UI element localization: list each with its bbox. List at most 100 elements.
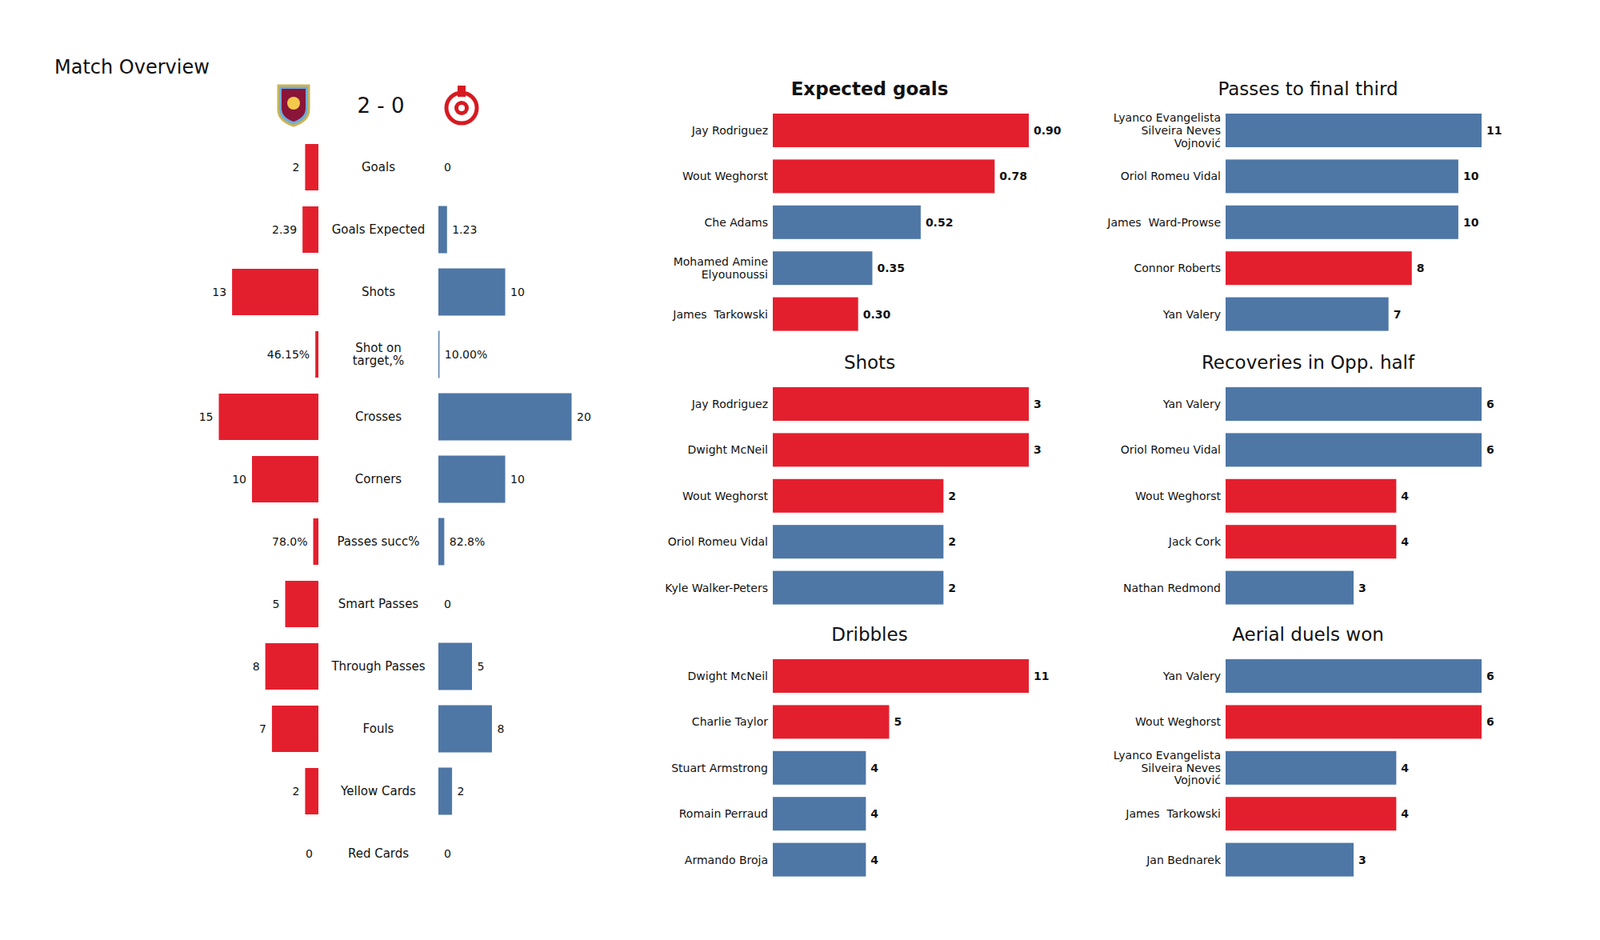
home-bar (232, 268, 319, 316)
category-label-line: Lyanco Evangelista (1113, 748, 1221, 762)
category-label-line: Smart Passes (338, 596, 420, 612)
category-label-line: Mohamed Amine (673, 255, 768, 268)
category-label: Armando Broja (684, 853, 768, 867)
category-label: Lyanco EvangelistaSilveira NevesVojnović (1113, 111, 1221, 149)
category-label-line: Armando Broja (684, 853, 768, 867)
category-label: Lyanco EvangelistaSilveira NevesVojnović (1113, 748, 1221, 787)
bar (1225, 432, 1482, 467)
value-label: 4 (870, 761, 879, 775)
home-value-label: 46.15% (267, 348, 310, 361)
category-label: Jack Cork (1168, 535, 1222, 548)
away-bar (438, 768, 452, 815)
bar (1225, 524, 1396, 559)
away-value-label: 0 (444, 597, 452, 611)
home-bar (315, 331, 319, 378)
bar (772, 205, 921, 240)
away-value-label: 2 (457, 784, 465, 798)
category-label-line: Jack Cork (1168, 535, 1222, 548)
category-label-line: Elyounoussi (701, 268, 768, 281)
labels: Yan Valery6Oriol Romeu Vidal6Wout Weghor… (1120, 397, 1495, 595)
category-label-line: Vojnović (1174, 136, 1221, 150)
category-label: Che Adams (704, 216, 768, 229)
home-value-label: 15 (199, 410, 214, 424)
away-bar (438, 580, 440, 628)
category-label: Fouls (363, 721, 395, 736)
category-label-line: Vojnović (1174, 773, 1221, 787)
labels: Lyanco EvangelistaSilveira NevesVojnović… (1106, 111, 1502, 320)
value-label: 7 (1393, 308, 1402, 321)
category-label-line: Kyle Walker-Peters (664, 581, 768, 595)
bar (1225, 571, 1354, 605)
category-label-line: Oriol Romeu Vidal (1120, 169, 1221, 183)
value-label: 4 (1400, 807, 1409, 820)
bars (1225, 387, 1482, 605)
category-label-line: Corners (355, 472, 402, 487)
category-label-line: Che Adams (704, 216, 768, 229)
category-label-line: Wout Weghorst (682, 169, 768, 183)
value-label: 0.35 (876, 261, 905, 275)
away-bar (438, 144, 440, 191)
home-value-label: 2 (292, 784, 300, 798)
bars (772, 113, 1029, 332)
value-label: 3 (1358, 581, 1367, 595)
panel-title: Dribbles (831, 624, 908, 645)
away-bar (438, 393, 572, 440)
home-value-label: 2.39 (272, 223, 297, 236)
labels: Jay Rodriguez0.90Wout Weghorst0.78Che Ad… (672, 124, 1061, 321)
away-value-label: 10.00% (444, 348, 488, 361)
labels: Dwight McNeil11Charlie Taylor5Stuart Arm… (671, 669, 1049, 867)
category-label-line: Wout Weghorst (1135, 489, 1221, 503)
category-label: Red Cards (348, 846, 409, 861)
value-label: 2 (948, 535, 956, 548)
category-label: Charlie Taylor (692, 715, 768, 728)
category-label-line: Fouls (363, 721, 395, 736)
home-bars (219, 144, 320, 815)
category-label-line: Yellow Cards (340, 784, 416, 799)
away-bar (438, 456, 505, 503)
category-label: Corners (355, 472, 402, 487)
logo-shield (278, 85, 309, 126)
away-bar (438, 268, 505, 316)
home-value-label: 8 (252, 660, 260, 673)
category-label-line: Through Passes (330, 659, 425, 674)
value-label: 2 (948, 581, 956, 595)
panel-title: Shots (844, 352, 896, 373)
home-value-label: 13 (212, 285, 227, 299)
value-label: 0.52 (925, 216, 954, 229)
comparison-labels: Goals20Goals Expected2.391.23Shots1310Sh… (199, 160, 592, 861)
category-label-line: Oriol Romeu Vidal (668, 535, 768, 548)
category-label-line: Jay Rodriguez (691, 124, 768, 137)
category-label-line: Nathan Redmond (1123, 581, 1221, 595)
away-value-label: 5 (477, 660, 485, 673)
logo-ball (454, 100, 469, 116)
bar (1225, 205, 1459, 240)
category-label-line: Crosses (355, 409, 402, 424)
category-label-line: Silveira Neves (1140, 124, 1221, 137)
bar (772, 159, 995, 193)
away-bar (438, 206, 447, 253)
category-label: Wout Weghorst (682, 169, 768, 183)
away-value-label: 10 (510, 285, 525, 299)
chart-canvas: Match Overview2 - 0Goals20Goals Expected… (0, 0, 1600, 940)
labels: Yan Valery6Wout Weghorst6Lyanco Evangeli… (1113, 669, 1495, 867)
value-label: 6 (1486, 397, 1495, 411)
bars (772, 659, 1029, 877)
away-bar (438, 830, 440, 877)
category-label: Stuart Armstrong (671, 761, 768, 775)
home-bar (252, 456, 319, 503)
category-label: Shots (361, 284, 396, 300)
value-label: 8 (1416, 261, 1425, 275)
home-bar (219, 393, 320, 440)
category-label-line: Dwight McNeil (688, 443, 768, 456)
home-bar (304, 768, 319, 815)
value-label: 2 (948, 489, 956, 503)
category-label-line: Passes succ% (336, 534, 420, 549)
bar-panel: Dribbles Dwight McNeil11Charlie Taylor5St… (671, 624, 1049, 877)
category-label-line: Connor Roberts (1133, 261, 1221, 275)
category-label-line: Romain Perraud (679, 807, 768, 820)
away-bars (438, 206, 572, 815)
panel-title: Recoveries in Opp. half (1201, 352, 1416, 373)
bar (1225, 751, 1396, 785)
away-value-label: 10 (510, 472, 525, 486)
value-label: 10 (1463, 216, 1480, 229)
